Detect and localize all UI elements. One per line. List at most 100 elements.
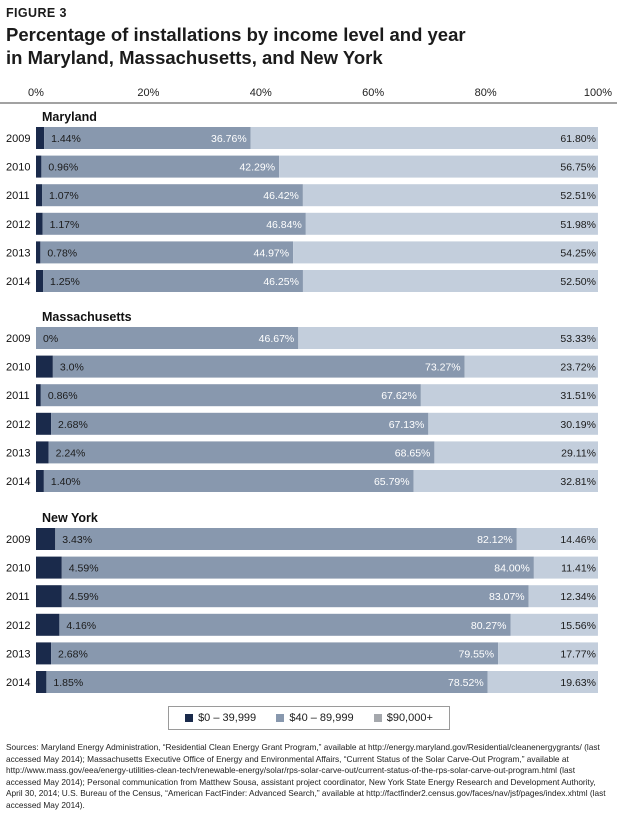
year-label: 2009	[6, 333, 30, 345]
bar-segment	[51, 412, 429, 435]
data-label-mid: 44.97%	[253, 247, 289, 259]
data-label-mid: 83.07%	[489, 591, 525, 603]
data-label-low: 0.78%	[47, 247, 77, 259]
bar-segment	[61, 585, 529, 608]
year-label: 2012	[6, 620, 30, 632]
x-tick-label: 80%	[475, 87, 497, 99]
data-label-high: 52.50%	[560, 276, 596, 288]
data-label-mid: 67.13%	[389, 419, 425, 431]
bar-segment	[36, 355, 53, 378]
year-label: 2010	[6, 362, 30, 374]
year-label: 2014	[6, 476, 30, 488]
bar-segment	[305, 212, 598, 235]
data-label-high: 30.19%	[560, 419, 596, 431]
bar-segment	[302, 184, 598, 207]
year-label: 2014	[6, 276, 30, 288]
bar-segment	[36, 184, 43, 207]
data-label-mid: 67.62%	[381, 390, 417, 402]
bar-segment	[413, 470, 598, 492]
legend-swatch-middle-income	[276, 714, 285, 722]
bar-segment	[36, 642, 52, 665]
bar-segment	[43, 470, 414, 492]
bar-segment	[41, 155, 280, 178]
data-label-low: 1.85%	[53, 677, 83, 689]
group-label: Massachusetts	[42, 310, 132, 324]
year-label: 2014	[6, 677, 30, 689]
bar-segment	[279, 155, 598, 178]
data-label-mid: 78.52%	[448, 677, 484, 689]
year-label: 2011	[6, 390, 30, 402]
bar-segment	[40, 241, 294, 264]
year-label: 2011	[6, 591, 30, 603]
bar-segment	[487, 671, 598, 693]
bar-segment	[516, 528, 598, 550]
year-label: 2013	[6, 648, 30, 660]
bar-segment	[44, 127, 251, 149]
bar-segment	[36, 270, 44, 292]
bar-segment	[36, 384, 41, 407]
data-label-mid: 65.79%	[374, 476, 410, 488]
data-label-high: 31.51%	[560, 390, 596, 402]
data-label-high: 52.51%	[560, 190, 596, 202]
bar-segment	[36, 671, 47, 693]
bar-segment	[48, 441, 435, 464]
data-label-high: 12.34%	[560, 591, 596, 603]
bar-segment	[42, 184, 303, 207]
chart-title: Percentage of installations by income le…	[6, 23, 606, 69]
legend-label-high-income: $90,000+	[386, 712, 433, 724]
data-label-low: 4.59%	[69, 591, 99, 603]
bar-segment	[36, 470, 44, 492]
data-label-low: 0%	[43, 333, 58, 345]
bar-segment	[36, 127, 45, 149]
data-label-high: 14.46%	[560, 534, 596, 546]
year-label: 2012	[6, 219, 30, 231]
year-label: 2010	[6, 162, 30, 174]
bar-segment	[36, 241, 41, 264]
data-label-mid: 82.12%	[477, 534, 513, 546]
year-label: 2011	[6, 190, 30, 202]
data-label-low: 1.17%	[50, 219, 80, 231]
data-label-high: 56.75%	[560, 162, 596, 174]
data-label-mid: 36.76%	[211, 133, 247, 145]
bar-segment	[51, 642, 499, 665]
bar-segment	[428, 412, 598, 435]
data-label-low: 0.86%	[48, 390, 78, 402]
data-label-mid: 84.00%	[494, 563, 530, 575]
bar-segment	[36, 212, 43, 235]
data-label-high: 17.77%	[560, 648, 596, 660]
data-label-mid: 68.65%	[395, 447, 431, 459]
bar-segment	[43, 270, 303, 292]
group-label: New York	[42, 511, 98, 525]
data-label-high: 54.25%	[560, 247, 596, 259]
data-label-high: 23.72%	[560, 362, 596, 374]
x-tick-label: 100%	[584, 87, 612, 99]
year-label: 2009	[6, 133, 30, 145]
bar-segment	[46, 671, 488, 693]
data-label-low: 1.07%	[49, 190, 79, 202]
bar-segment	[36, 556, 62, 579]
data-label-low: 0.96%	[48, 162, 78, 174]
bar-segment	[533, 556, 598, 579]
year-label: 2013	[6, 247, 30, 259]
bar-segment	[36, 155, 42, 178]
figure-label: FIGURE 3	[6, 6, 67, 20]
data-label-high: 19.63%	[560, 677, 596, 689]
group-label: Maryland	[42, 110, 97, 124]
data-label-high: 53.33%	[560, 333, 596, 345]
bar-segment	[36, 412, 52, 435]
bar-segment	[42, 212, 306, 235]
stacked-bar-chart: 0% 20% 40% 60% 80% 100% Maryland 2009 1.44% 36.76…	[0, 87, 617, 693]
data-label-low: 1.25%	[50, 276, 80, 288]
chart-title-line-1: Percentage of installations by income le…	[6, 24, 466, 45]
bar-segment	[36, 613, 60, 636]
year-label: 2013	[6, 447, 30, 459]
bar-segment	[40, 384, 421, 407]
data-label-mid: 80.27%	[471, 620, 507, 632]
bar-segment	[52, 355, 465, 378]
data-label-low: 3.43%	[62, 534, 92, 546]
bar-segment	[61, 556, 534, 579]
data-label-high: 11.41%	[561, 563, 596, 575]
bar-segment	[36, 441, 49, 464]
data-label-low: 3.0%	[60, 362, 84, 374]
x-tick-label: 40%	[250, 87, 272, 99]
